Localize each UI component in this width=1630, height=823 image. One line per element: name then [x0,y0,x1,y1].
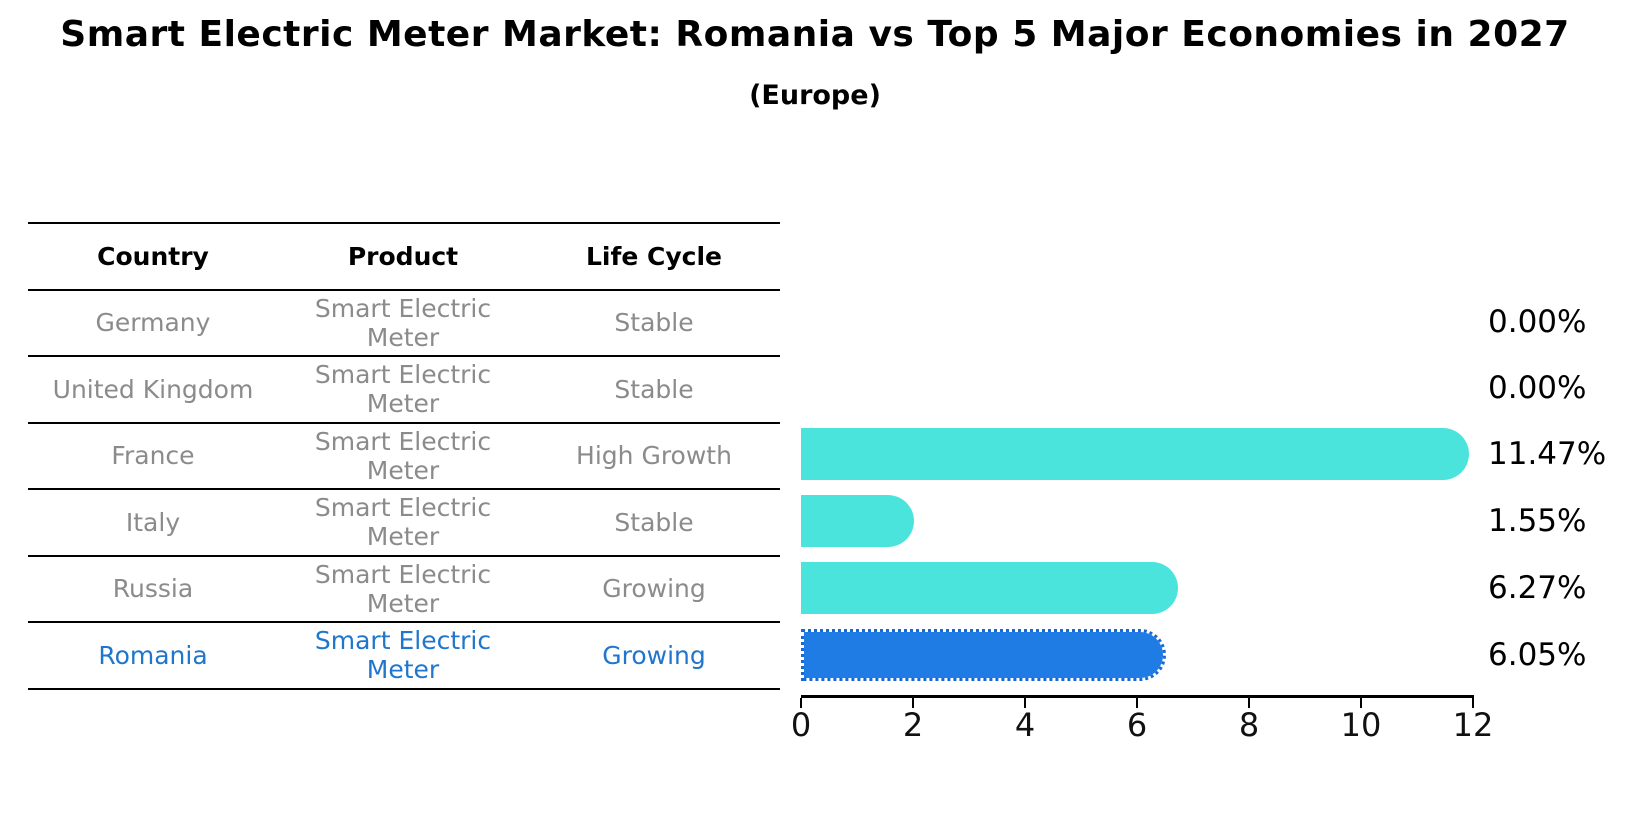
column-header-lifecycle: Life Cycle [585,241,723,271]
x-axis [801,695,1474,698]
table-row: United Kingdom Smart Electric Meter Stable [28,357,780,424]
cell-life-cycle: Stable [614,374,694,404]
cell-country: United Kingdom [52,374,254,404]
table-row: Russia Smart Electric Meter Growing [28,557,780,623]
x-tick [1136,698,1138,708]
x-tick [1248,698,1250,708]
cell-product: Smart Electric Meter [314,426,492,485]
page-subtitle: (Europe) [749,80,881,111]
bar-france [801,428,1470,480]
x-tick-label: 4 [1014,706,1036,744]
bar-romania [801,629,1166,681]
value-label: 6.05% [1488,637,1587,673]
cell-country: Romania [98,640,208,670]
table-row: France Smart Electric Meter High Growth [28,424,780,490]
value-label: 11.47% [1488,436,1607,472]
x-tick-label: 8 [1238,706,1260,744]
cell-country: France [111,441,195,471]
column-header-product: Product [347,241,459,271]
cell-product: Smart Electric Meter [314,559,492,618]
x-tick-label: 0 [790,706,812,744]
bar-russia [801,562,1179,614]
cell-product: Smart Electric Meter [314,493,492,552]
table-body: Germany Smart Electric Meter Stable United … [28,291,780,690]
value-label: 0.00% [1488,304,1587,340]
cell-life-cycle: High Growth [576,441,732,471]
cell-product: Smart Electric Meter [314,360,492,419]
column-header-country: Country [97,241,209,271]
x-tick [1472,698,1474,708]
table-row: Romania Smart Electric Meter Growing [28,623,780,690]
x-tick-label: 10 [1340,706,1382,744]
value-label: 1.55% [1488,503,1587,539]
x-tick [912,698,914,708]
value-label: 0.00% [1488,370,1587,406]
cell-life-cycle: Growing [602,640,706,670]
table-row: Germany Smart Electric Meter Stable [28,291,780,357]
cell-country: Germany [95,308,211,338]
cell-life-cycle: Stable [614,308,694,338]
x-tick-label: 6 [1126,706,1148,744]
table-row: Italy Smart Electric Meter Stable [28,490,780,557]
bar-italy [801,495,914,547]
value-label: 6.27% [1488,570,1587,606]
cell-product: Smart Electric Meter [314,293,492,352]
cell-country: Italy [125,507,181,537]
cell-life-cycle: Growing [602,574,706,604]
cell-life-cycle: Stable [614,507,694,537]
page-title: Smart Electric Meter Market: Romania vs … [60,14,1570,55]
cell-country: Russia [112,574,194,604]
x-tick-label: 12 [1452,706,1494,744]
x-tick-label: 2 [902,706,924,744]
table-header-row: Country Product Life Cycle [28,224,780,291]
comparison-table: Country Product Life Cycle Germany Smart … [28,222,780,690]
x-tick [1360,698,1362,708]
x-tick [1024,698,1026,708]
x-tick [800,698,802,708]
cell-product: Smart Electric Meter [314,626,492,685]
